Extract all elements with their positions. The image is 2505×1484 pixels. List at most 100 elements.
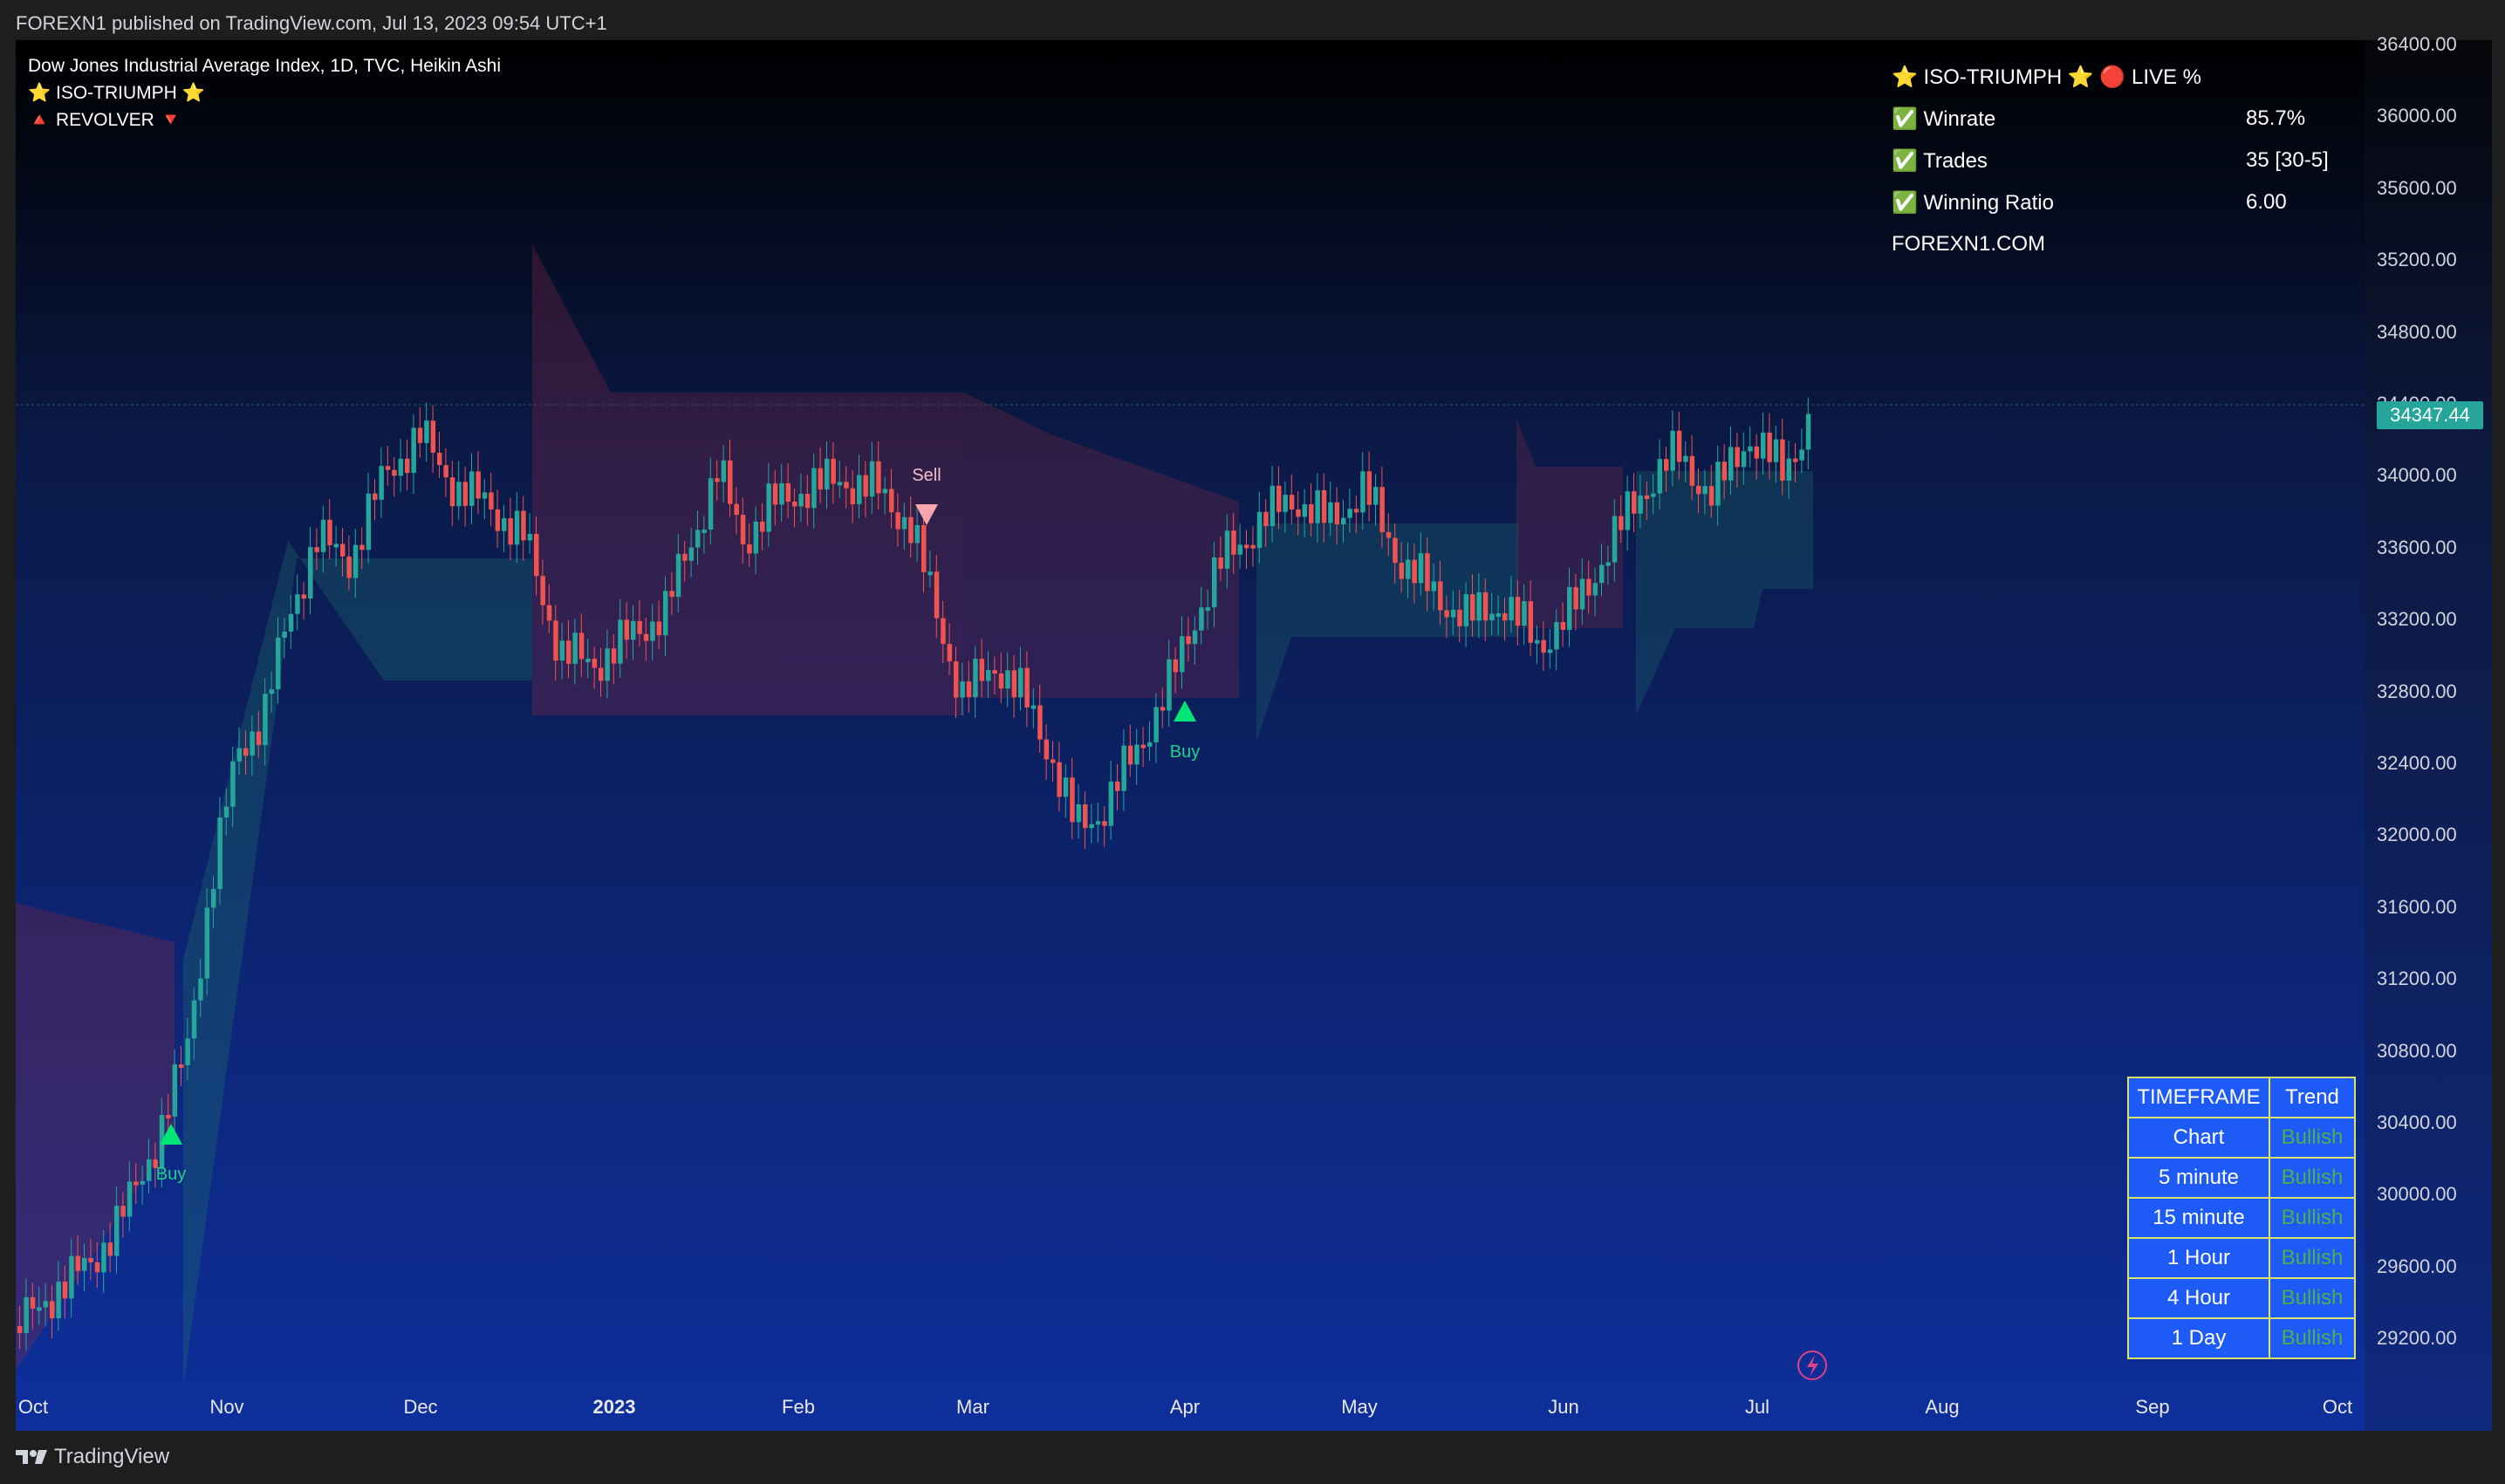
info-label-winrate: ✅ Winrate bbox=[1892, 107, 1996, 131]
buy-signal-arrow bbox=[1174, 701, 1196, 721]
candle bbox=[1140, 744, 1146, 749]
candle bbox=[1605, 562, 1611, 566]
candle bbox=[785, 482, 791, 502]
candle bbox=[605, 648, 610, 681]
candle bbox=[1406, 559, 1411, 579]
candle bbox=[863, 475, 868, 497]
candle bbox=[127, 1181, 133, 1217]
candle bbox=[650, 621, 655, 641]
trend-row: 15 minute Bullish bbox=[2127, 1197, 2356, 1239]
candle bbox=[960, 681, 965, 698]
info-value-winning-ratio: 6.00 bbox=[2246, 190, 2287, 214]
candle bbox=[1263, 511, 1269, 527]
candle bbox=[301, 594, 307, 599]
candle bbox=[682, 553, 688, 561]
candle bbox=[831, 458, 836, 484]
candle bbox=[1250, 544, 1256, 549]
trend-timeframe: 1 Day bbox=[2127, 1317, 2270, 1359]
time-axis-label: Apr bbox=[1169, 1396, 1201, 1418]
alert-icon[interactable] bbox=[1797, 1351, 1827, 1380]
candle bbox=[1579, 578, 1585, 610]
candle bbox=[17, 1326, 23, 1333]
candle bbox=[1450, 609, 1456, 618]
trend-timeframe: 1 Hour bbox=[2127, 1237, 2270, 1279]
chart-background bbox=[16, 40, 2492, 1431]
time-axis-label: 2023 bbox=[592, 1396, 636, 1418]
indicator-legend-revolver[interactable]: 🔺 REVOLVER 🔻 bbox=[28, 110, 182, 130]
candle bbox=[1192, 630, 1198, 645]
candle bbox=[1547, 649, 1553, 653]
time-axis-label: May bbox=[1341, 1396, 1378, 1418]
trend-timeframe: 4 Hour bbox=[2127, 1277, 2270, 1319]
candle bbox=[1083, 804, 1088, 829]
candle bbox=[140, 1180, 146, 1185]
candle bbox=[546, 605, 552, 621]
candle bbox=[1051, 759, 1056, 763]
candle bbox=[1005, 670, 1010, 689]
candle bbox=[1018, 667, 1023, 698]
candle bbox=[1638, 495, 1643, 514]
symbol-legend[interactable]: Dow Jones Industrial Average Index, 1D, … bbox=[28, 56, 502, 76]
candle bbox=[101, 1242, 106, 1273]
candle bbox=[1353, 509, 1359, 513]
bullish-zone bbox=[1636, 471, 1813, 715]
candle bbox=[1708, 486, 1714, 506]
candle bbox=[449, 477, 455, 507]
candle bbox=[204, 907, 210, 979]
candle bbox=[1030, 705, 1037, 709]
candle bbox=[1444, 610, 1449, 618]
candle bbox=[527, 534, 533, 541]
candle bbox=[437, 452, 442, 466]
candle bbox=[798, 494, 804, 507]
trend-row: 1 Hour Bullish bbox=[2127, 1237, 2356, 1279]
candle bbox=[236, 748, 243, 762]
time-axis-label: Feb bbox=[782, 1396, 815, 1418]
candle bbox=[1108, 781, 1114, 826]
candle bbox=[850, 488, 856, 504]
candle bbox=[559, 640, 565, 661]
candle bbox=[514, 510, 520, 545]
candle bbox=[766, 483, 771, 532]
candle bbox=[1676, 430, 1682, 462]
candle bbox=[1309, 503, 1314, 523]
candle bbox=[688, 547, 695, 561]
candle bbox=[1715, 462, 1721, 506]
candle bbox=[740, 515, 746, 544]
candle bbox=[211, 889, 216, 908]
price-chart[interactable]: Buy Sell Buy bbox=[0, 40, 2505, 1431]
indicator-legend-iso-triumph[interactable]: ⭐ ISO-TRIUMPH ⭐ bbox=[28, 83, 205, 103]
candle bbox=[1721, 462, 1728, 481]
candle bbox=[223, 806, 229, 818]
candle bbox=[405, 458, 410, 474]
candle bbox=[708, 478, 714, 530]
candle bbox=[592, 659, 598, 668]
candle bbox=[327, 519, 332, 545]
candle bbox=[179, 1064, 184, 1069]
candle bbox=[1599, 564, 1605, 584]
candle bbox=[1237, 544, 1243, 555]
candle bbox=[521, 510, 526, 541]
sell-signal-arrow bbox=[915, 504, 938, 525]
price-axis-background bbox=[2365, 40, 2492, 1431]
candle bbox=[1302, 503, 1308, 517]
candle bbox=[1224, 530, 1230, 569]
candle bbox=[147, 1159, 152, 1181]
candle bbox=[424, 421, 429, 443]
candle bbox=[1399, 563, 1405, 579]
tradingview-logo[interactable]: TradingView bbox=[16, 1445, 169, 1469]
candle bbox=[1522, 601, 1527, 626]
candle bbox=[1754, 446, 1760, 459]
candle bbox=[869, 461, 875, 497]
candle bbox=[804, 494, 811, 509]
candle bbox=[1057, 762, 1062, 797]
candle bbox=[1612, 516, 1618, 563]
candle bbox=[1489, 613, 1495, 621]
price-axis-label: 32400.00 bbox=[2377, 752, 2457, 774]
candle bbox=[1793, 458, 1798, 462]
price-axis-label: 35200.00 bbox=[2377, 249, 2457, 271]
candle bbox=[566, 640, 571, 664]
candle bbox=[198, 978, 203, 1001]
time-axis-label: Oct bbox=[17, 1396, 49, 1418]
candle bbox=[669, 591, 674, 598]
candle bbox=[844, 482, 849, 489]
